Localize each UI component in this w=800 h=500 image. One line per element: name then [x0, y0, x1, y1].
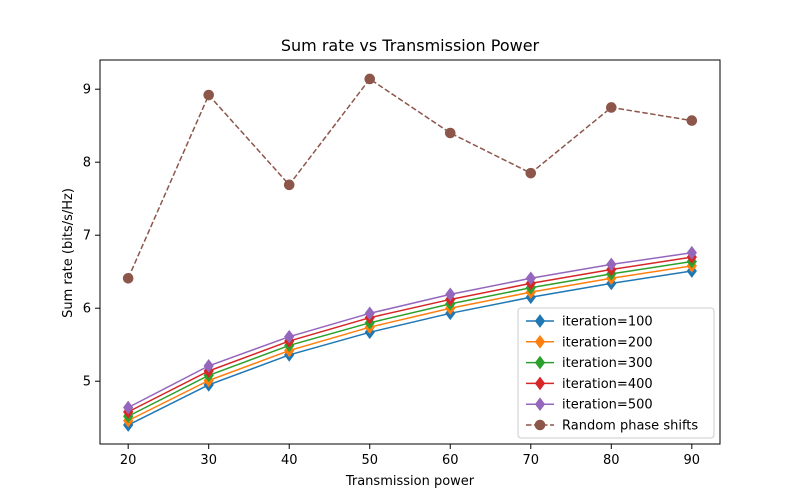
x-tick-label: 50 [361, 453, 378, 468]
legend-item: iteration=500 [526, 397, 653, 413]
series-random-phase-shifts [122, 73, 698, 284]
legend-item: iteration=100 [526, 314, 653, 330]
y-tick-label: 8 [83, 156, 91, 171]
legend-item: iteration=300 [526, 355, 653, 371]
legend-marker [534, 355, 546, 370]
data-point [364, 306, 375, 321]
series-line [127, 260, 692, 417]
axes-frame [99, 59, 721, 445]
series-line [127, 77, 692, 279]
data-point [606, 257, 617, 272]
legend-marker [534, 376, 546, 391]
y-axis-label: Sum rate (bits/s/Hz) [61, 188, 76, 318]
plot-area [122, 73, 698, 432]
x-tick-label: 30 [200, 453, 217, 468]
series-line [127, 251, 692, 409]
x-tick-label: 60 [442, 453, 459, 468]
legend-label: iteration=400 [562, 377, 653, 392]
legend-label: iteration=500 [562, 398, 653, 413]
data-point [122, 272, 134, 284]
data-point [364, 73, 376, 85]
x-tick-label: 20 [120, 453, 137, 468]
data-point [123, 400, 134, 415]
data-point [203, 359, 214, 373]
data-point [203, 89, 215, 101]
data-point [605, 102, 617, 113]
y-tick-label: 9 [83, 83, 91, 98]
legend-label: iteration=200 [562, 335, 653, 350]
legend-label: Random phase shifts [562, 419, 698, 434]
x-tick-label: 40 [281, 453, 298, 468]
legend-label: iteration=300 [562, 356, 653, 371]
axes: 20 30 40 50 60 70 80 90 5 6 7 8 9 [83, 59, 721, 468]
x-tick-label: 70 [523, 453, 540, 468]
data-point [283, 179, 295, 191]
series-line [127, 265, 692, 422]
legend-marker [534, 314, 546, 328]
x-tick-label: 90 [684, 453, 701, 468]
legend-box [517, 307, 715, 439]
legend-item: Random phase shifts [526, 419, 698, 434]
legend-marker [534, 397, 546, 412]
chart-title: Sum rate vs Transmission Power [281, 36, 540, 55]
series-line [127, 256, 692, 413]
data-point [444, 127, 456, 139]
data-point [445, 287, 456, 302]
x-tick-label: 80 [603, 453, 620, 468]
y-tick-label: 5 [83, 375, 91, 390]
y-tick-label: 6 [83, 302, 91, 317]
legend-marker [534, 334, 546, 349]
legend-item: iteration=400 [526, 376, 653, 392]
data-point [525, 167, 537, 179]
data-point [284, 329, 295, 344]
legend-marker [534, 419, 546, 431]
data-point [525, 271, 536, 286]
y-tick-label: 7 [83, 229, 91, 244]
legend: iteration=100 iteration=200 iteration=300 i… [517, 307, 715, 439]
legend-label: iteration=100 [562, 315, 653, 330]
data-point [686, 245, 697, 260]
series-line [127, 270, 692, 426]
data-point [686, 115, 698, 126]
series-iteration-500 [123, 245, 697, 415]
x-axis-label: Transmission power [345, 474, 475, 489]
legend-item: iteration=200 [526, 334, 653, 350]
